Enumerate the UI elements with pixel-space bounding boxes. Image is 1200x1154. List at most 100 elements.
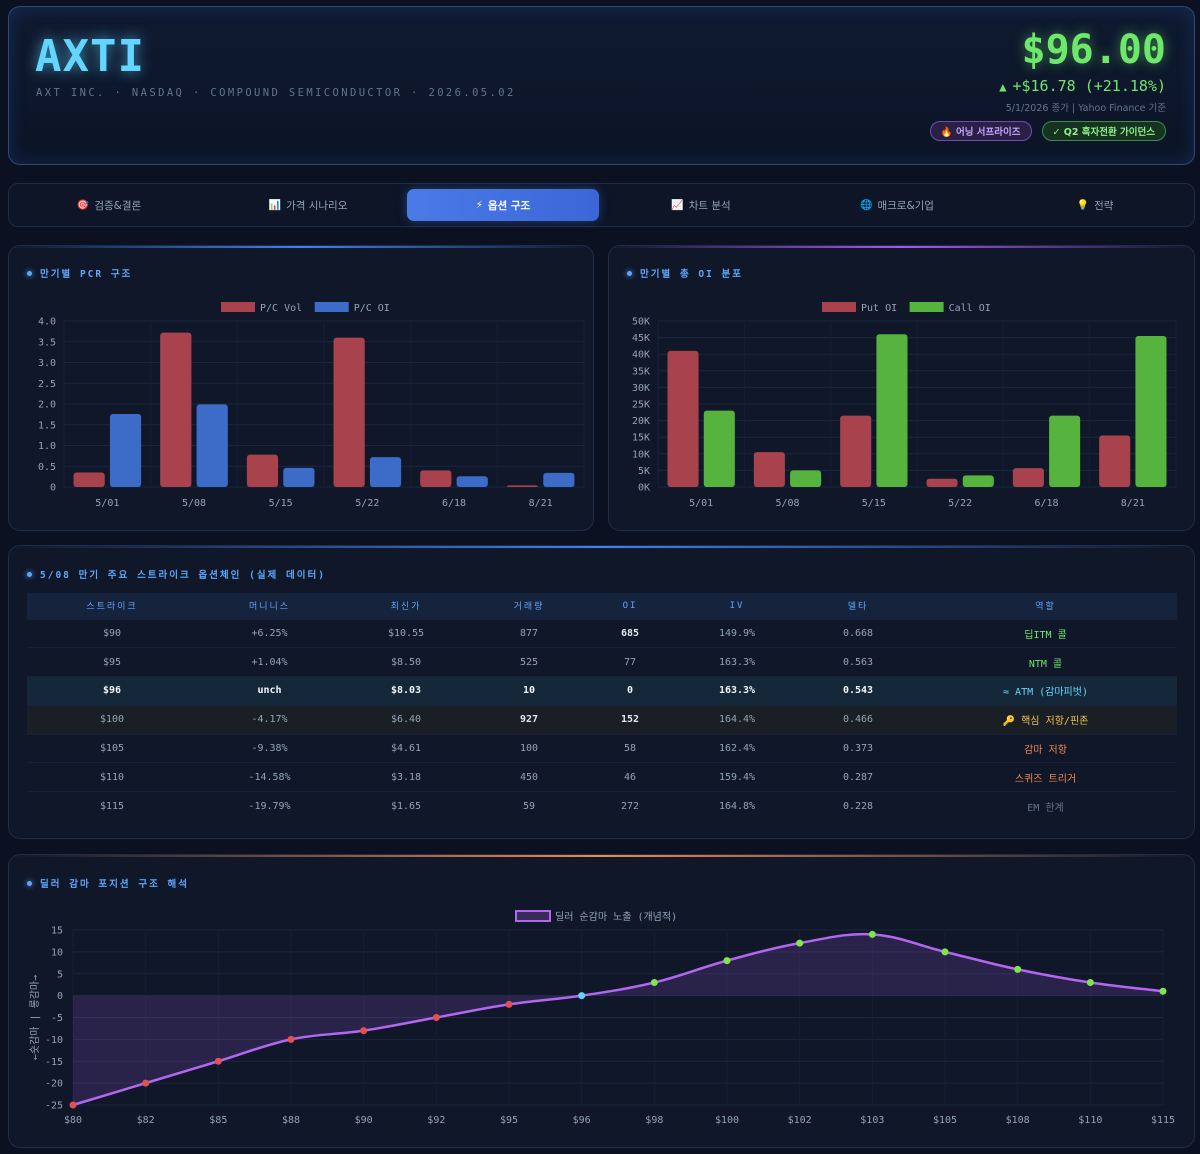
price-source: 5/1/2026 종가 | Yahoo Finance 기준: [1005, 103, 1166, 114]
gamma-point: [505, 1000, 513, 1008]
x-tick-label: $85: [209, 1115, 227, 1126]
gamma-point: [69, 1101, 77, 1109]
x-tick-label: 5/22: [948, 498, 972, 509]
pcr-panel-title: 만기별 PCR 구조: [27, 266, 132, 280]
price-cell: $4.61: [342, 733, 470, 763]
oi-panel: 만기별 총 OI 분포 0K 5K 10K 15K 20K 25K 30K 35K 40K 45K…: [608, 245, 1195, 531]
y-tick-label: 0.5: [38, 462, 56, 473]
oi-cell: 46: [588, 762, 672, 792]
x-tick-label: $90: [355, 1115, 373, 1126]
table-row: $105 -9.38% $4.61 100 58 162.4% 0.373 감마…: [27, 733, 1177, 763]
tab-options-structure[interactable]: ⚡ 옵션 구조: [407, 189, 599, 221]
x-tick-label: $108: [1006, 1115, 1030, 1126]
table-row: $95 +1.04% $8.50 525 77 163.3% 0.563 NTM…: [27, 647, 1177, 677]
tab-chart-analysis[interactable]: 📈 차트 분석: [605, 189, 797, 221]
x-tick-label: $102: [788, 1115, 812, 1126]
globe-icon: 🌐: [860, 199, 873, 211]
legend-swatch: [909, 302, 944, 312]
bar-call-oi: [790, 470, 822, 487]
gamma-point: [1086, 979, 1094, 986]
lightning-icon: ⚡: [475, 199, 483, 211]
bullet-dot-icon: [27, 880, 32, 886]
price-cell: $8.03: [342, 676, 470, 706]
strike-cell: $110: [27, 762, 197, 792]
chain-title-text: 5/08 만기 주요 스트라이크 옵션체인 (실제 데이터): [40, 570, 326, 581]
x-tick-label: 5/08: [182, 498, 206, 509]
bar-put-oi: [667, 350, 699, 487]
gamma-point: [432, 1014, 440, 1021]
y-tick-label: 0: [57, 991, 63, 1002]
bar-call-oi: [703, 410, 735, 487]
x-tick-label: $82: [137, 1115, 155, 1126]
delta-cell: 0.466: [802, 704, 914, 735]
x-tick-label: $92: [427, 1115, 445, 1126]
x-tick-label: 5/01: [689, 498, 713, 509]
gamma-point: [796, 939, 804, 947]
x-tick-label: 8/21: [529, 498, 553, 509]
bar-call-oi: [1049, 415, 1081, 487]
tab-macro[interactable]: 🌐 매크로&기업: [801, 189, 993, 221]
col-oi: OI: [622, 600, 638, 611]
moneyness-cell: -9.38%: [197, 733, 342, 763]
y-tick-label: 3.5: [38, 337, 56, 348]
x-tick-label: 6/18: [442, 498, 466, 509]
y-tick-label: 3.0: [38, 358, 56, 369]
gamma-panel: 딜러 감마 포지션 구조 해석 -25 -20 -15 -10 -5 0 5 10 15 $80 $…: [8, 854, 1195, 1148]
oi-cell: 77: [588, 647, 672, 677]
legend-swatch: [515, 910, 551, 922]
oi-cell: 58: [588, 733, 672, 763]
col-volume: 거래량: [513, 602, 545, 613]
option-chain-panel: 5/08 만기 주요 스트라이크 옵션체인 (실제 데이터) 스트라이크 머니니…: [8, 545, 1195, 839]
tab-label: 전략: [1094, 199, 1114, 212]
tab-bar: 🎯 검증&결론 📊 가격 시나리오 ⚡ 옵션 구조 📈 차트 분석 🌐 매크로&기업 💡 전…: [8, 183, 1195, 227]
role-cell: 스퀴즈 트리거: [914, 762, 1177, 792]
price-cell: $10.55: [342, 618, 470, 648]
bar-p-c-vol: [160, 332, 192, 487]
y-tick-label: 15: [51, 926, 63, 937]
gamma-line: [72, 932, 1164, 1107]
table-header-row: 스트라이크 머니니스 최신가 거래량 OI IV 델타 역할: [27, 593, 1177, 619]
x-tick-label: 5/22: [355, 498, 379, 509]
legend-swatch: [221, 302, 255, 312]
x-tick-label: $115: [1151, 1115, 1175, 1126]
y-tick-label: 0: [50, 483, 56, 494]
bar-p-c-vol: [73, 472, 105, 487]
x-tick-label: $105: [933, 1115, 957, 1126]
delta-cell: 0.228: [802, 791, 914, 821]
iv-cell: 159.4%: [672, 762, 802, 792]
delta-cell: 0.373: [802, 733, 914, 763]
volume-cell: 10: [470, 676, 588, 706]
table-row: $90 +6.25% $10.55 877 685 149.9% 0.668 딥…: [27, 618, 1177, 648]
iv-cell: 162.4%: [672, 733, 802, 763]
bar-p-c-vol: [333, 337, 365, 487]
bar-p-c-vol: [246, 454, 279, 487]
y-tick-label: -10: [45, 1035, 63, 1046]
bar-put-oi: [926, 478, 958, 487]
tab-verification[interactable]: 🎯 검증&결론: [13, 189, 205, 221]
strike-cell: $105: [27, 733, 197, 763]
x-tick-label: 5/15: [269, 498, 293, 509]
role-cell: ≈ ATM (감마피벗): [914, 676, 1177, 706]
oi-title-text: 만기별 총 OI 분포: [640, 269, 744, 280]
x-tick-label: $110: [1078, 1115, 1102, 1126]
x-tick-label: 5/08: [775, 498, 799, 509]
oi-cell: 685: [588, 618, 672, 648]
col-role: 역할: [1035, 602, 1056, 613]
volume-cell: 100: [470, 733, 588, 763]
bar-p-c-oi: [283, 467, 315, 487]
y-tick-label: -25: [45, 1101, 63, 1112]
legend-label: P/C Vol: [260, 303, 302, 314]
ticker-symbol: AXTI: [35, 31, 145, 82]
volume-cell: 525: [470, 647, 588, 677]
gamma-point: [1014, 965, 1022, 973]
tab-price-scenario[interactable]: 📊 가격 시나리오: [212, 189, 404, 221]
price-cell: $1.65: [342, 791, 470, 821]
bar-p-c-vol: [506, 485, 539, 487]
y-tick-label: 0K: [638, 483, 650, 494]
gamma-point: [868, 930, 876, 938]
legend-label: Put OI: [861, 303, 897, 314]
tab-strategy[interactable]: 💡 전략: [999, 189, 1191, 221]
gamma-area-chart: -25 -20 -15 -10 -5 0 5 10 15 $80 $82 $85 $88 $90 $92 $9…: [29, 910, 1175, 1126]
moneyness-cell: +1.04%: [197, 647, 342, 677]
tab-label: 매크로&기업: [877, 199, 934, 212]
